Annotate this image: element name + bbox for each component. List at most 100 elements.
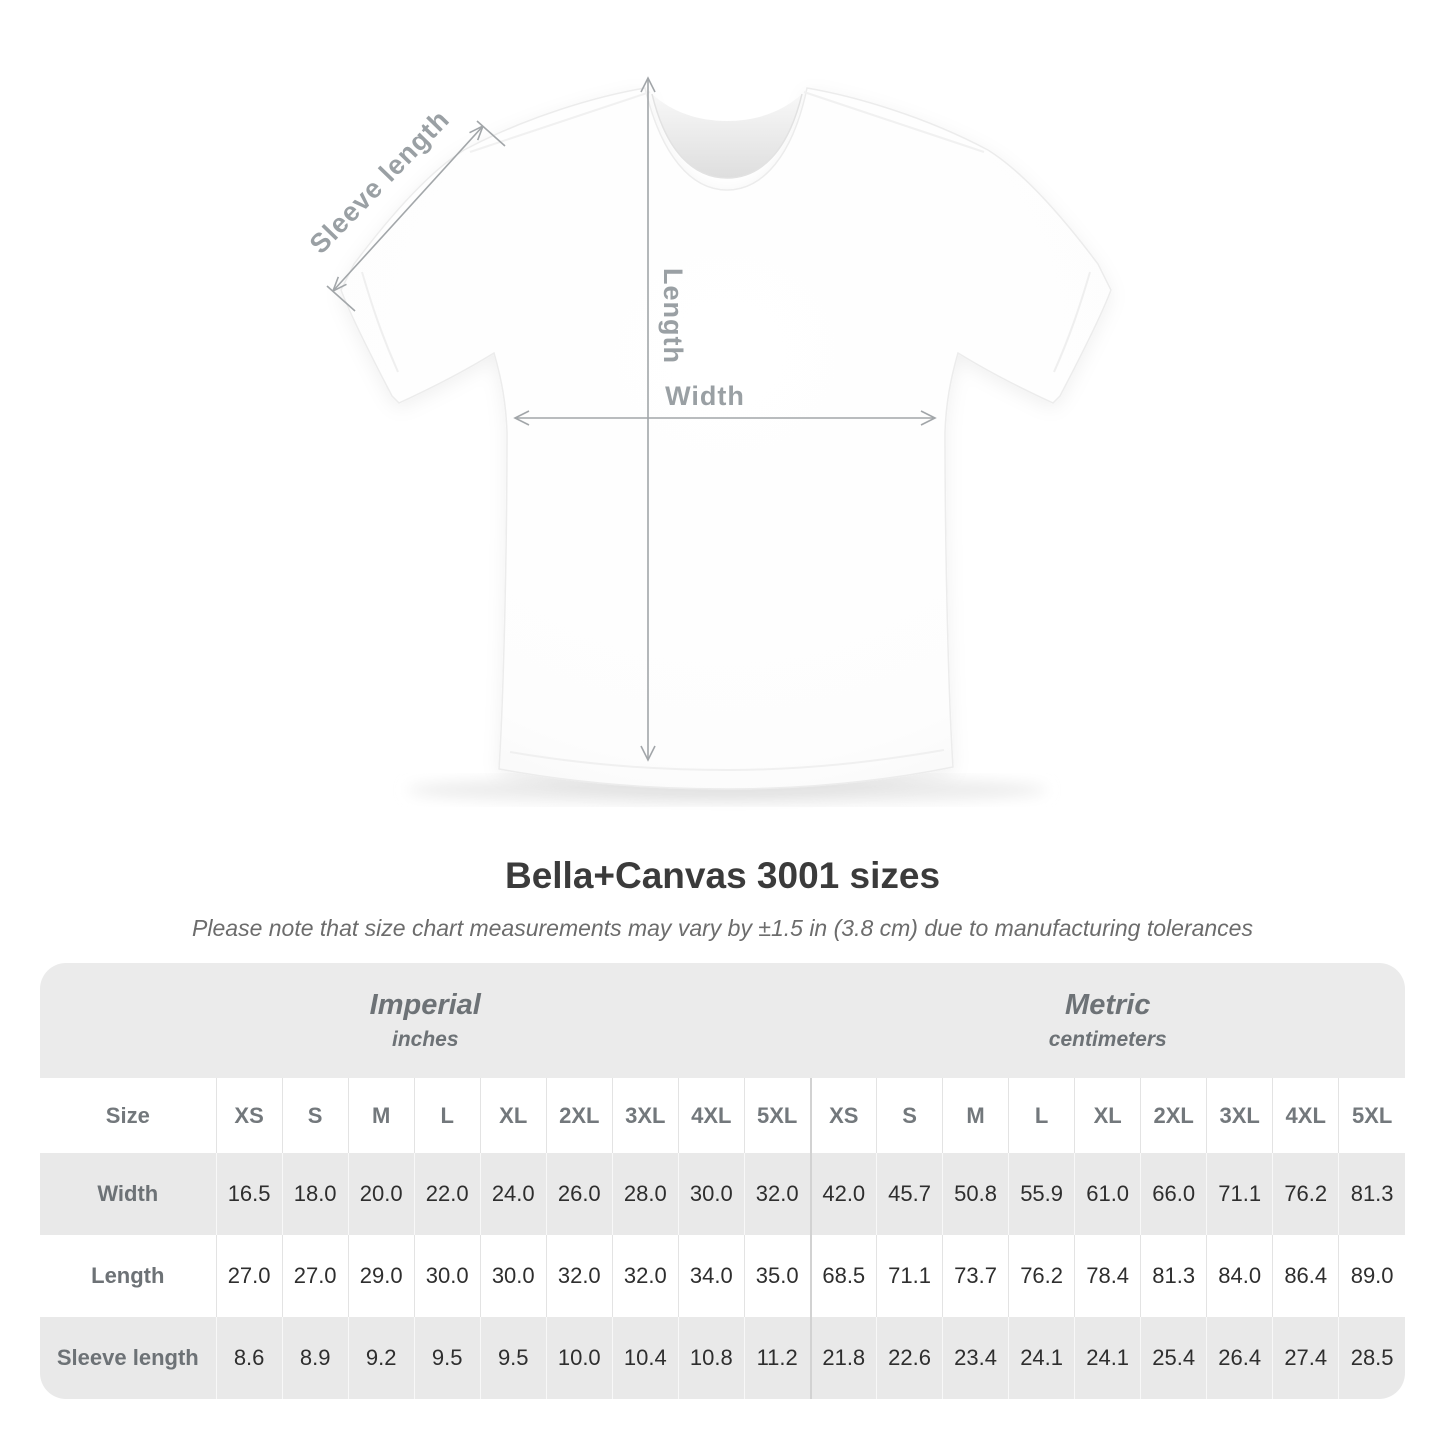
size-cell: 81.3 bbox=[1140, 1235, 1207, 1317]
size-cell: 9.2 bbox=[347, 1317, 415, 1399]
size-cell: 21.8 bbox=[809, 1317, 877, 1399]
size-table-card: Imperial inches Metric centimeters Size … bbox=[40, 963, 1405, 1399]
size-header: S bbox=[281, 1078, 349, 1153]
size-cell: 89.0 bbox=[1338, 1235, 1405, 1317]
size-cell: 55.9 bbox=[1008, 1153, 1075, 1235]
collar-opening bbox=[652, 94, 802, 178]
size-header: M bbox=[347, 1078, 415, 1153]
size-cell: 8.6 bbox=[215, 1317, 283, 1399]
shirt-ground-shadow bbox=[407, 776, 1047, 804]
tshirt-illustration bbox=[340, 87, 1112, 790]
size-cell: 28.5 bbox=[1338, 1317, 1405, 1399]
size-cell: 10.4 bbox=[611, 1317, 679, 1399]
size-cell: 71.1 bbox=[1206, 1153, 1273, 1235]
row-label: Width bbox=[40, 1153, 217, 1235]
size-cell: 24.0 bbox=[479, 1153, 547, 1235]
size-cell: 20.0 bbox=[347, 1153, 415, 1235]
size-cell: 32.0 bbox=[743, 1153, 811, 1235]
size-cell: 30.0 bbox=[479, 1235, 547, 1317]
size-header: 2XL bbox=[1140, 1078, 1207, 1153]
size-cell: 68.5 bbox=[809, 1235, 877, 1317]
size-cell: 34.0 bbox=[677, 1235, 745, 1317]
tshirt-measurement-diagram: Sleeve length Length Width bbox=[304, 76, 1112, 804]
size-header: XS bbox=[215, 1078, 283, 1153]
size-cell: 78.4 bbox=[1074, 1235, 1141, 1317]
size-cell: 61.0 bbox=[1074, 1153, 1141, 1235]
metric-label: Metric bbox=[1065, 988, 1151, 1021]
width-arrow bbox=[513, 410, 937, 426]
size-header: L bbox=[413, 1078, 481, 1153]
size-cell: 26.0 bbox=[545, 1153, 613, 1235]
length-label: Length bbox=[658, 268, 688, 364]
size-cell: 9.5 bbox=[479, 1317, 547, 1399]
size-cell: 27.4 bbox=[1272, 1317, 1339, 1399]
size-header-row: Size XS S M L XL 2XL 3XL 4XL 5XL XS S M … bbox=[40, 1078, 1405, 1153]
tshirt-diagram-svg: Sleeve length Length Width bbox=[304, 76, 1112, 804]
size-cell: 71.1 bbox=[876, 1235, 943, 1317]
size-header: XL bbox=[1074, 1078, 1141, 1153]
size-header: M bbox=[942, 1078, 1009, 1153]
size-cell: 50.8 bbox=[942, 1153, 1009, 1235]
metric-unit: centimeters bbox=[1048, 1028, 1167, 1052]
size-column-header: Size bbox=[40, 1078, 217, 1153]
size-cell: 73.7 bbox=[942, 1235, 1009, 1317]
size-cell: 29.0 bbox=[347, 1235, 415, 1317]
size-cell: 24.1 bbox=[1008, 1317, 1075, 1399]
size-cell: 24.1 bbox=[1074, 1317, 1141, 1399]
page-subtitle: Please note that size chart measurements… bbox=[192, 915, 1253, 941]
imperial-unit: inches bbox=[391, 1028, 459, 1052]
size-table: Imperial inches Metric centimeters Size … bbox=[40, 963, 1405, 1399]
size-header: 3XL bbox=[1206, 1078, 1273, 1153]
size-cell: 23.4 bbox=[942, 1317, 1009, 1399]
unit-group-header-row: Imperial inches Metric centimeters bbox=[40, 963, 1405, 1078]
size-cell: 16.5 bbox=[215, 1153, 283, 1235]
size-cell: 35.0 bbox=[743, 1235, 811, 1317]
size-cell: 86.4 bbox=[1272, 1235, 1339, 1317]
size-header: XS bbox=[809, 1078, 877, 1153]
size-cell: 27.0 bbox=[281, 1235, 349, 1317]
size-cell: 30.0 bbox=[413, 1235, 481, 1317]
width-label: Width bbox=[665, 381, 745, 411]
size-cell: 76.2 bbox=[1008, 1235, 1075, 1317]
size-cell: 32.0 bbox=[545, 1235, 613, 1317]
size-cell: 25.4 bbox=[1140, 1317, 1207, 1399]
metric-group-header: Metric centimeters bbox=[810, 963, 1405, 1078]
sleeve-length-row: Sleeve length 8.6 8.9 9.2 9.5 9.5 10.0 1… bbox=[40, 1317, 1405, 1399]
row-label: Sleeve length bbox=[40, 1317, 217, 1399]
size-cell: 66.0 bbox=[1140, 1153, 1207, 1235]
size-cell: 8.9 bbox=[281, 1317, 349, 1399]
size-cell: 81.3 bbox=[1338, 1153, 1405, 1235]
row-label: Length bbox=[40, 1235, 217, 1317]
size-header: S bbox=[876, 1078, 943, 1153]
size-cell: 18.0 bbox=[281, 1153, 349, 1235]
size-cell: 42.0 bbox=[809, 1153, 877, 1235]
size-cell: 11.2 bbox=[743, 1317, 811, 1399]
size-cell: 22.0 bbox=[413, 1153, 481, 1235]
size-cell: 22.6 bbox=[876, 1317, 943, 1399]
size-header: XL bbox=[479, 1078, 547, 1153]
size-header: 5XL bbox=[1338, 1078, 1405, 1153]
sleeve-length-arrow bbox=[326, 120, 506, 312]
size-cell: 28.0 bbox=[611, 1153, 679, 1235]
imperial-label: Imperial bbox=[369, 988, 481, 1021]
size-cell: 10.0 bbox=[545, 1317, 613, 1399]
length-row: Length 27.0 27.0 29.0 30.0 30.0 32.0 32.… bbox=[40, 1235, 1405, 1317]
size-cell: 26.4 bbox=[1206, 1317, 1273, 1399]
size-cell: 30.0 bbox=[677, 1153, 745, 1235]
size-cell: 27.0 bbox=[215, 1235, 283, 1317]
width-row: Width 16.5 18.0 20.0 22.0 24.0 26.0 28.0… bbox=[40, 1153, 1405, 1235]
size-cell: 84.0 bbox=[1206, 1235, 1273, 1317]
page-title: Bella+Canvas 3001 sizes bbox=[504, 855, 941, 896]
size-header: 3XL bbox=[611, 1078, 679, 1153]
size-cell: 76.2 bbox=[1272, 1153, 1339, 1235]
size-header: 4XL bbox=[677, 1078, 745, 1153]
size-cell: 45.7 bbox=[876, 1153, 943, 1235]
size-header: 2XL bbox=[545, 1078, 613, 1153]
size-header: L bbox=[1008, 1078, 1075, 1153]
size-cell: 9.5 bbox=[413, 1317, 481, 1399]
size-cell: 10.8 bbox=[677, 1317, 745, 1399]
imperial-group-header: Imperial inches bbox=[40, 963, 811, 1078]
size-header: 4XL bbox=[1272, 1078, 1339, 1153]
size-cell: 32.0 bbox=[611, 1235, 679, 1317]
